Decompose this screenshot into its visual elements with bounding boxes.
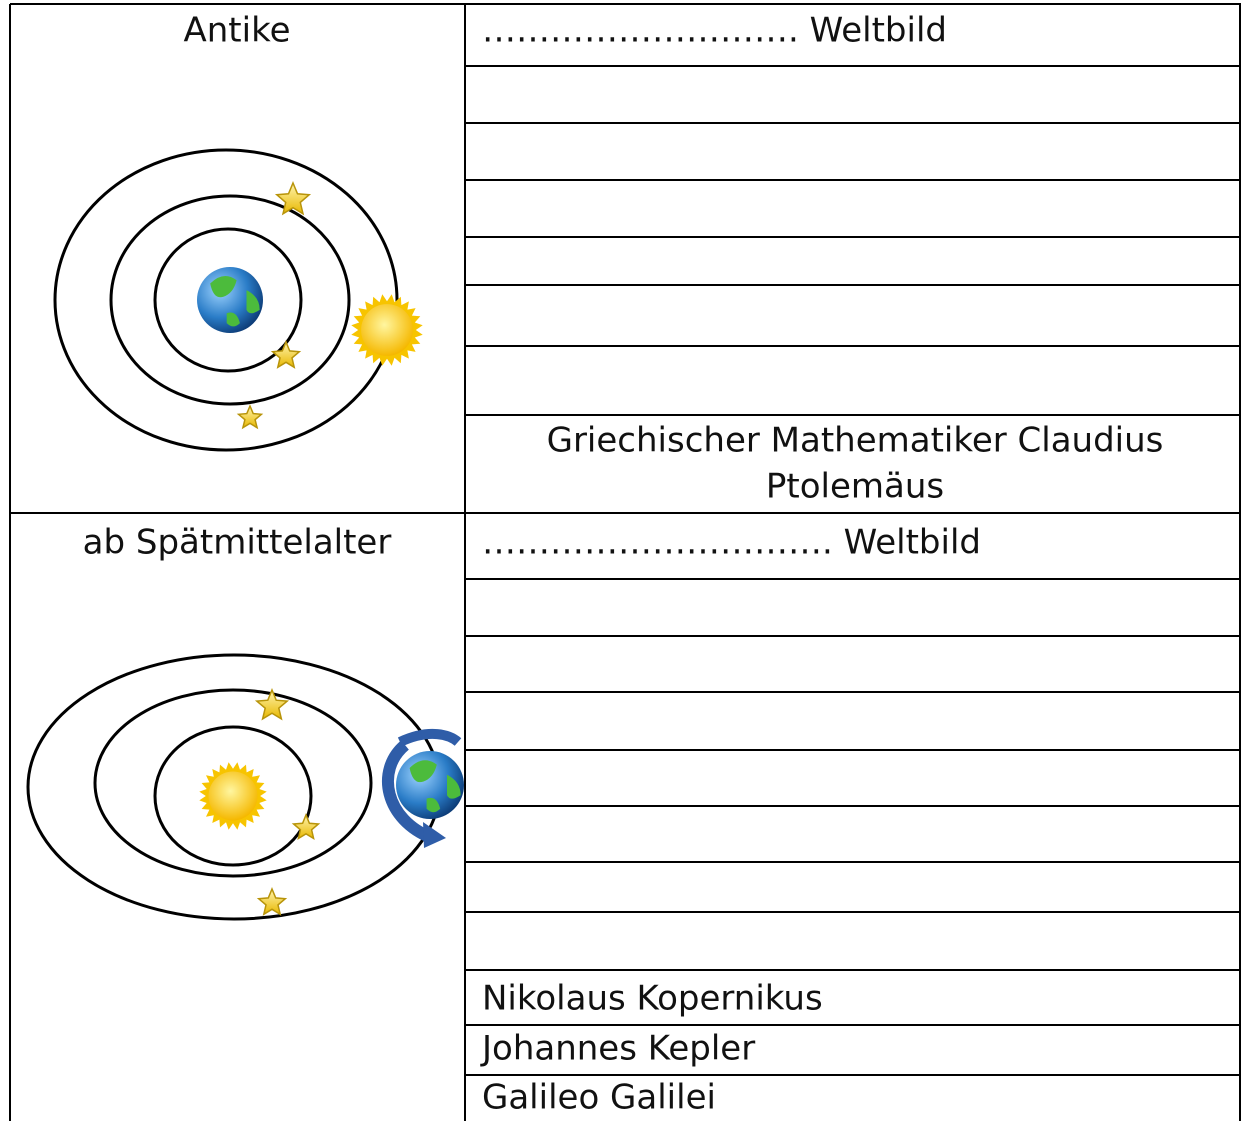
note: Ptolemäus: [766, 467, 944, 507]
answer-lines: [465, 66, 1241, 415]
heading: …………………………. Weltbild: [482, 523, 981, 563]
name: Galileo Galilei: [482, 1078, 716, 1118]
star: [239, 406, 262, 428]
star: [259, 889, 286, 914]
period-label: ab Spätmittelalter: [83, 523, 392, 563]
note: Griechischer Mathematiker Claudius: [547, 421, 1164, 461]
name: Johannes Kepler: [480, 1029, 755, 1069]
heading: ………………………. Weltbild: [482, 11, 947, 51]
worksheet: Antike ………………………. Weltbild Griechischer …: [0, 0, 1241, 1121]
name: Nikolaus Kopernikus: [482, 979, 823, 1019]
period-label: Antike: [184, 11, 291, 51]
sun: [209, 772, 258, 821]
star: [273, 342, 300, 367]
table-borders: [10, 4, 1241, 1121]
star: [257, 690, 287, 719]
sun: [361, 304, 413, 356]
star: [277, 183, 309, 214]
